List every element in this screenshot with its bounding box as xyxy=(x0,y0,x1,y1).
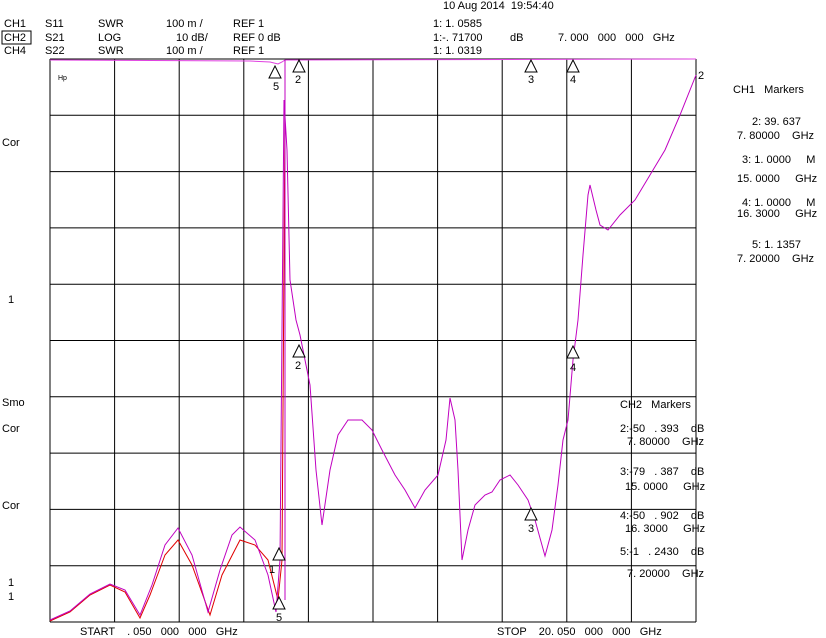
marker-freq: 15. 0000 GHz xyxy=(625,481,705,493)
channel: CH4 xyxy=(4,45,26,57)
marker-triangle xyxy=(272,546,286,561)
marker-freq: 16. 3000 GHz xyxy=(625,523,705,535)
scale: 10 dB/ xyxy=(176,32,209,44)
marker-label: 2 xyxy=(295,360,301,372)
side-label: Cor xyxy=(2,423,20,435)
format: SWR xyxy=(98,45,124,57)
side-label: Cor xyxy=(2,500,20,512)
param: S21 xyxy=(45,32,65,44)
marker-triangle xyxy=(524,506,538,521)
start-freq: START . 050 000 000 GHz xyxy=(80,626,238,638)
scale: 100 m / xyxy=(166,45,204,57)
marker-label: 4 xyxy=(570,74,576,86)
marker-label: 3 xyxy=(528,74,534,86)
side-label: Cor xyxy=(2,137,20,149)
format: SWR xyxy=(98,18,124,30)
marker-value: 4:-50 . 902 dB xyxy=(620,510,704,522)
marker-readout: 1: 1. 0319 xyxy=(433,45,482,57)
marker-freq: 7. 20000 GHz xyxy=(737,253,814,265)
side-label: Hp xyxy=(58,75,67,82)
marker-freq: 7. 80000 GHz xyxy=(627,436,704,448)
marker-value: 5:-1 . 2430 dB xyxy=(620,546,704,558)
ref: REF 1 xyxy=(233,45,264,57)
marker-label: 4 xyxy=(570,362,576,374)
marker-value: 5: 1. 1357 xyxy=(752,239,801,251)
marker-freq: 15. 0000 GHz xyxy=(737,173,817,185)
format: LOG xyxy=(98,32,121,44)
marker-value: 3:-79 . 387 dB xyxy=(620,466,704,478)
date: 10 Aug 2014 19:54:40 xyxy=(443,0,554,12)
panel-title: CH1 Markers xyxy=(733,84,804,96)
marker-value: 2: 39. 637 xyxy=(752,116,801,128)
channel: CH1 xyxy=(4,18,26,30)
marker-freq: 7. 80000 GHz xyxy=(737,130,814,142)
marker-freq: 7. 000 000 000 GHz xyxy=(558,32,675,44)
side-label: Smo xyxy=(2,397,25,409)
marker-triangle xyxy=(566,58,580,73)
marker-value: 3: 1. 0000 M xyxy=(742,154,815,166)
trace-ch2 xyxy=(49,74,697,621)
ref: REF 1 xyxy=(233,18,264,30)
grid xyxy=(49,58,697,623)
trace-ch4 xyxy=(49,109,286,622)
marker-triangle xyxy=(292,343,306,358)
side-label: 1 xyxy=(8,294,14,306)
marker-value: 4: 1. 0000 M xyxy=(742,197,815,209)
marker-label: 3 xyxy=(528,523,534,535)
marker-readout: 1: 1. 0585 xyxy=(433,18,482,30)
param: S11 xyxy=(45,18,64,30)
marker-label: 5 xyxy=(273,81,279,93)
marker-readout: 1:-. 71700 xyxy=(433,32,483,44)
marker-label: 1 xyxy=(269,564,275,576)
param: S22 xyxy=(45,45,65,57)
marker-triangle xyxy=(292,58,306,73)
marker-label: 2 xyxy=(295,74,301,86)
active-channel-box xyxy=(1,30,32,45)
marker-label: 5 xyxy=(276,612,282,624)
marker-label: 2 xyxy=(698,70,704,82)
marker-triangle xyxy=(524,58,538,73)
marker-value: 2:-50 . 393 dB xyxy=(620,423,704,435)
side-label: 1 xyxy=(8,577,14,589)
side-label: 1 xyxy=(8,591,14,603)
ref: REF 0 dB xyxy=(233,32,281,44)
stop-freq: STOP 20. 050 000 000 GHz xyxy=(497,626,662,638)
channel: CH2 xyxy=(4,32,26,44)
marker-freq: 7. 20000 GHz xyxy=(627,568,704,580)
marker-triangle xyxy=(268,64,282,79)
marker-triangle xyxy=(272,595,286,610)
panel-title: CH2 Markers xyxy=(620,399,691,411)
marker-unit: dB xyxy=(510,32,523,44)
marker-triangle xyxy=(566,344,580,359)
scale: 100 m / xyxy=(166,18,204,30)
marker-freq: 16. 3000 GHz xyxy=(737,208,817,220)
